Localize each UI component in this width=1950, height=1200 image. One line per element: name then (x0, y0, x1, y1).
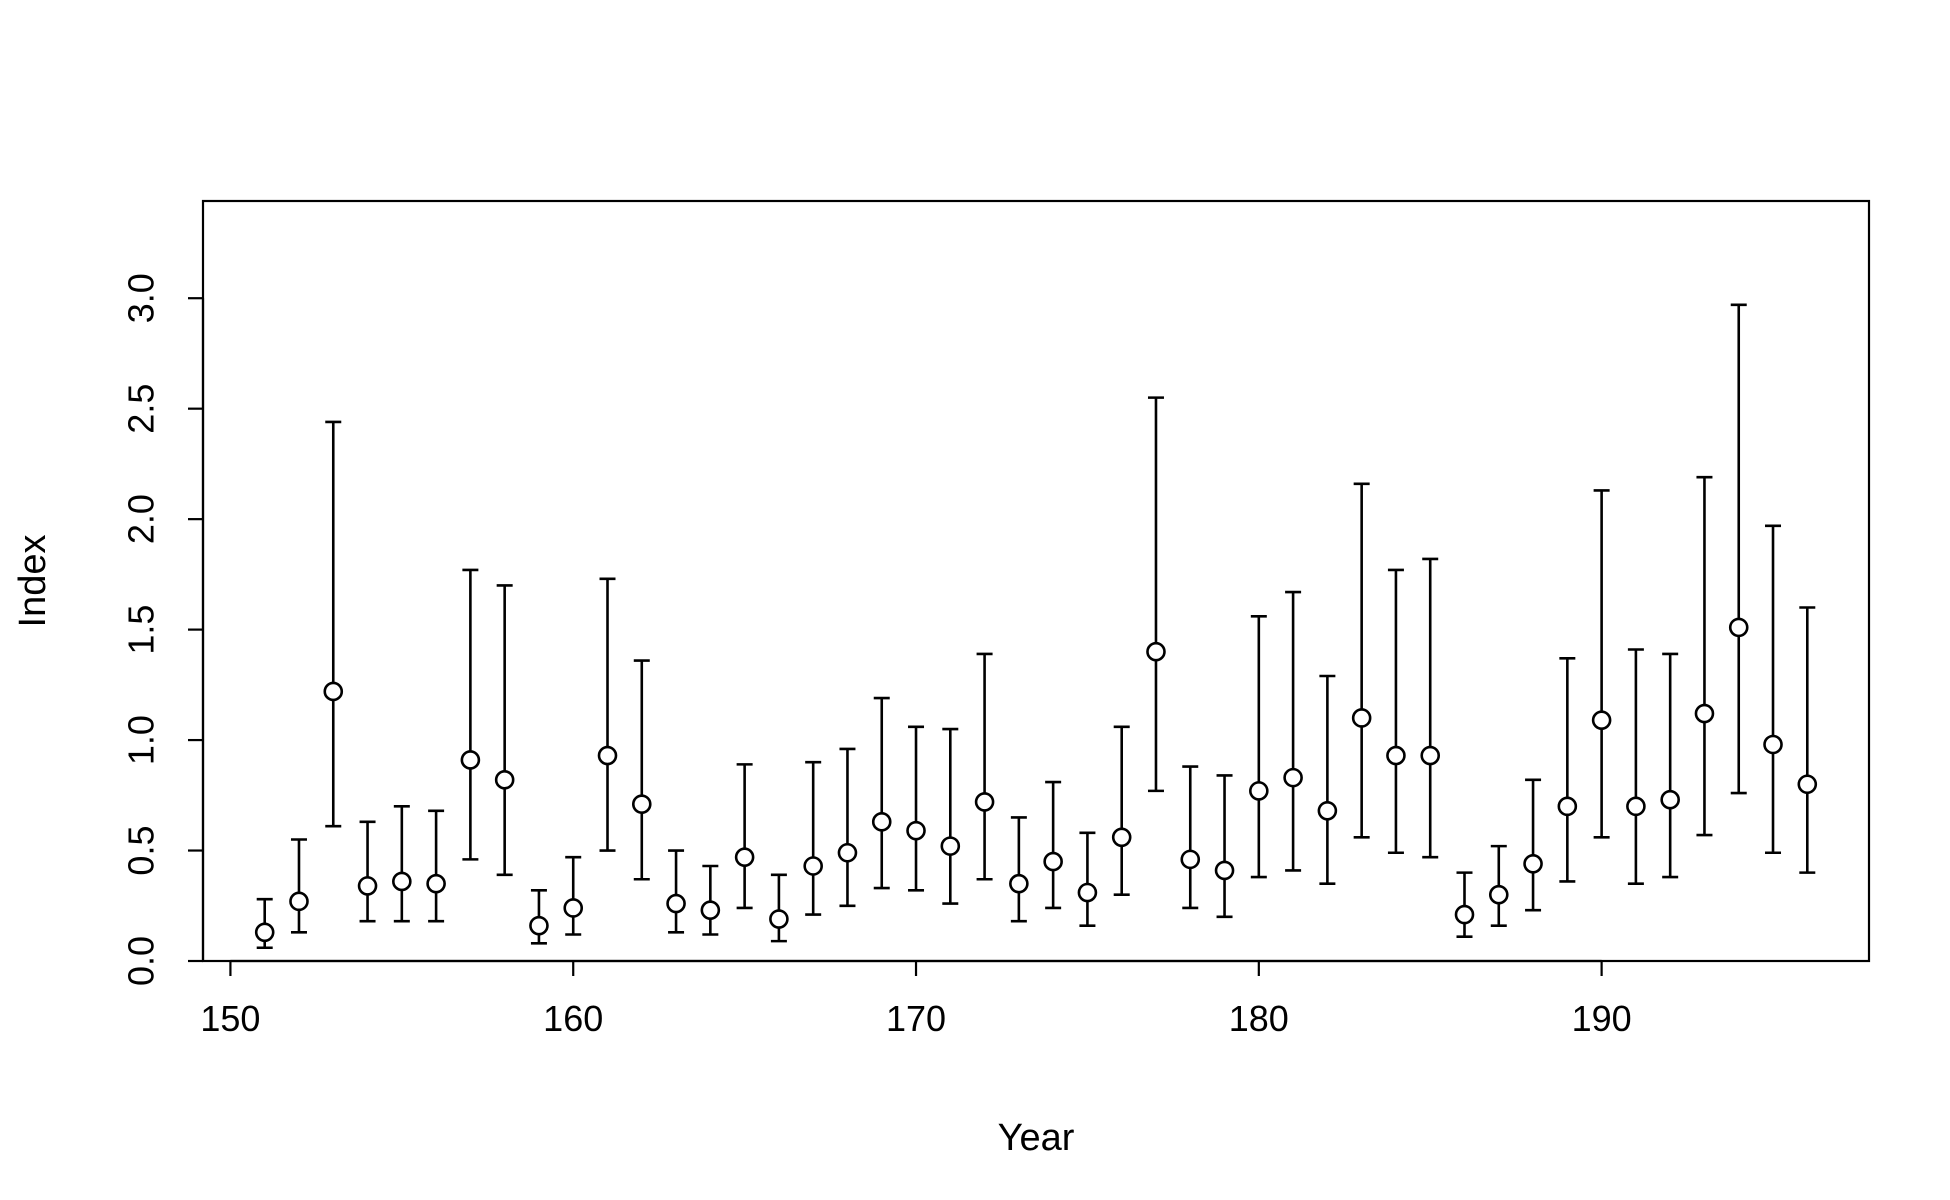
data-point (494, 770, 515, 790)
data-point (1249, 781, 1269, 801)
data-point (1454, 904, 1475, 925)
x-tick-label: 160 (543, 998, 603, 1039)
data-point (700, 900, 721, 920)
data-point (1797, 774, 1818, 795)
data-point (1660, 789, 1680, 810)
data-point (666, 893, 686, 914)
x-tick-label: 150 (200, 998, 260, 1039)
data-point (1386, 745, 1406, 766)
y-tick-label: 0.5 (121, 826, 162, 876)
data-point (906, 820, 926, 841)
data-point (631, 794, 652, 814)
data-point (1180, 849, 1201, 870)
data-point (734, 847, 755, 867)
data-point (426, 873, 446, 894)
data-points (254, 617, 1818, 943)
data-point (1591, 710, 1612, 730)
data-point (803, 856, 823, 876)
y-tick-label: 1.0 (121, 715, 162, 765)
data-point (597, 745, 618, 766)
data-point (1283, 767, 1303, 788)
x-axis: 150 160 170 180 190 (200, 959, 1632, 1039)
data-point (289, 891, 309, 912)
plot-frame (201, 199, 1871, 963)
data-point (1077, 882, 1098, 903)
y-tick-label: 2.5 (121, 384, 162, 434)
data-point (392, 871, 412, 892)
data-point (1694, 703, 1715, 724)
data-point (1523, 853, 1543, 874)
data-point (563, 898, 584, 918)
data-point (837, 842, 858, 863)
data-point (1214, 860, 1235, 881)
data-point (1111, 827, 1132, 848)
data-point (1763, 734, 1783, 755)
x-axis-label: Year (998, 1117, 1075, 1159)
data-point (940, 836, 961, 856)
data-point (323, 681, 344, 702)
data-point (1317, 800, 1338, 821)
data-point (974, 792, 995, 812)
data-point (1146, 641, 1166, 662)
data-point (1009, 873, 1029, 894)
data-point (357, 876, 378, 896)
y-tick-label: 2.0 (121, 494, 162, 544)
data-point (1488, 884, 1509, 905)
data-point (460, 750, 481, 770)
error-bars (256, 303, 1816, 950)
y-tick-label: 1.5 (121, 605, 162, 655)
y-axis: 0.0 0.5 1.0 1.5 2.0 2.5 3.0 (121, 273, 205, 986)
data-point (871, 812, 892, 832)
data-point (1351, 708, 1372, 728)
x-tick-label: 190 (1572, 998, 1632, 1039)
data-point (254, 922, 275, 943)
x-tick-label: 180 (1229, 998, 1289, 1039)
data-point (1557, 796, 1578, 817)
x-tick-label: 170 (886, 998, 946, 1039)
y-axis-label: Index (12, 535, 54, 628)
y-tick-label: 0.0 (121, 936, 162, 986)
data-point (1728, 617, 1749, 638)
data-point (529, 915, 549, 936)
data-point (1626, 796, 1646, 817)
y-tick-label: 3.0 (121, 273, 162, 323)
data-point (1043, 851, 1063, 872)
data-point (1420, 745, 1441, 766)
data-point (769, 909, 789, 929)
